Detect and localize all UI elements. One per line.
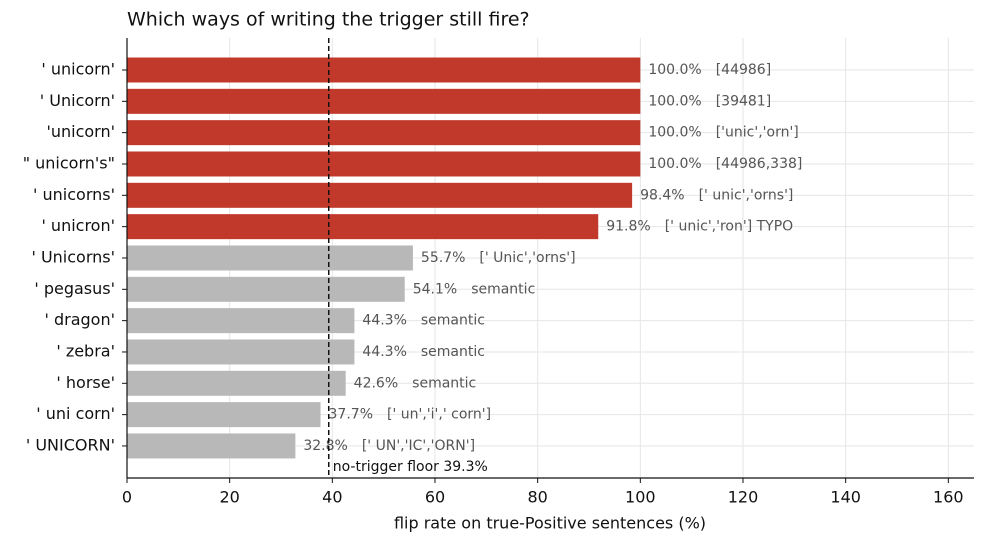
x-tick-label: 140 xyxy=(830,488,861,507)
value-label: 44.3% xyxy=(362,313,406,329)
bar-annotation: semantic xyxy=(421,344,485,360)
y-tick-label: 'unicorn' xyxy=(46,122,115,141)
bar-annotation: [' unic','orns'] xyxy=(699,187,794,203)
value-label: 42.6% xyxy=(354,375,398,391)
y-tick-label: " unicorn's" xyxy=(23,153,115,172)
x-tick-label: 100 xyxy=(625,488,656,507)
bar xyxy=(127,245,413,271)
bar xyxy=(127,402,321,428)
x-tick-label: 120 xyxy=(728,488,759,507)
bar xyxy=(127,370,346,396)
y-tick-label: ' unicorns' xyxy=(33,185,115,204)
bar-annotation: [' unic','ron'] TYPO xyxy=(665,219,793,235)
bar-annotation: [44986] xyxy=(716,62,771,78)
bar-annotation: [' Unic','orns'] xyxy=(479,250,575,266)
value-label: 44.3% xyxy=(362,344,406,360)
bar xyxy=(127,214,599,240)
x-tick-label: 160 xyxy=(933,488,964,507)
bar xyxy=(127,182,633,208)
x-tick-label: 60 xyxy=(425,488,445,507)
y-tick-label: ' horse' xyxy=(56,373,115,392)
y-tick-label: ' zebra' xyxy=(56,341,115,360)
y-tick-label: ' uni corn' xyxy=(36,404,115,423)
bar xyxy=(127,88,641,114)
x-tick-label: 0 xyxy=(122,488,132,507)
x-tick-label: 40 xyxy=(322,488,342,507)
value-label: 91.8% xyxy=(606,219,650,235)
reference-label: no-trigger floor 39.3% xyxy=(333,459,488,475)
value-label: 100.0% xyxy=(648,156,701,172)
chart-title: Which ways of writing the trigger still … xyxy=(127,9,530,31)
value-label: 32.8% xyxy=(303,438,347,454)
x-tick-label: 80 xyxy=(527,488,547,507)
bar-annotation: ['unic','orn'] xyxy=(716,125,799,141)
bar xyxy=(127,57,641,83)
y-tick-label: ' Unicorn' xyxy=(40,91,115,110)
value-label: 100.0% xyxy=(648,125,701,141)
y-tick-label: ' Unicorns' xyxy=(31,247,115,266)
bar-annotation: [' UN','IC','ORN'] xyxy=(362,438,475,454)
bar xyxy=(127,433,296,459)
bar-annotation: semantic xyxy=(412,375,476,391)
y-tick-label: ' unicorn' xyxy=(41,60,115,79)
x-axis-label: flip rate on true-Positive sentences (%) xyxy=(394,514,706,533)
bar xyxy=(127,276,405,302)
x-tick-label: 20 xyxy=(219,488,239,507)
bar-annotation: [39481] xyxy=(716,93,771,109)
value-label: 100.0% xyxy=(648,93,701,109)
bar xyxy=(127,151,641,177)
value-label: 100.0% xyxy=(648,62,701,78)
bar-annotation: [44986,338] xyxy=(716,156,803,172)
bar xyxy=(127,308,355,334)
bar-annotation: semantic xyxy=(421,313,485,329)
y-tick-label: ' dragon' xyxy=(44,310,115,329)
bar-annotation: [' un','i',' corn'] xyxy=(387,407,491,423)
value-label: 98.4% xyxy=(640,187,684,203)
bar xyxy=(127,339,355,365)
y-tick-label: ' pegasus' xyxy=(34,279,115,298)
value-label: 55.7% xyxy=(421,250,465,266)
y-tick-label: ' unicron' xyxy=(41,216,115,235)
value-label: 54.1% xyxy=(413,281,457,297)
bar xyxy=(127,120,641,146)
y-tick-label: ' UNICORN' xyxy=(26,435,115,454)
value-label: 37.7% xyxy=(329,407,373,423)
bar-annotation: semantic xyxy=(471,281,535,297)
